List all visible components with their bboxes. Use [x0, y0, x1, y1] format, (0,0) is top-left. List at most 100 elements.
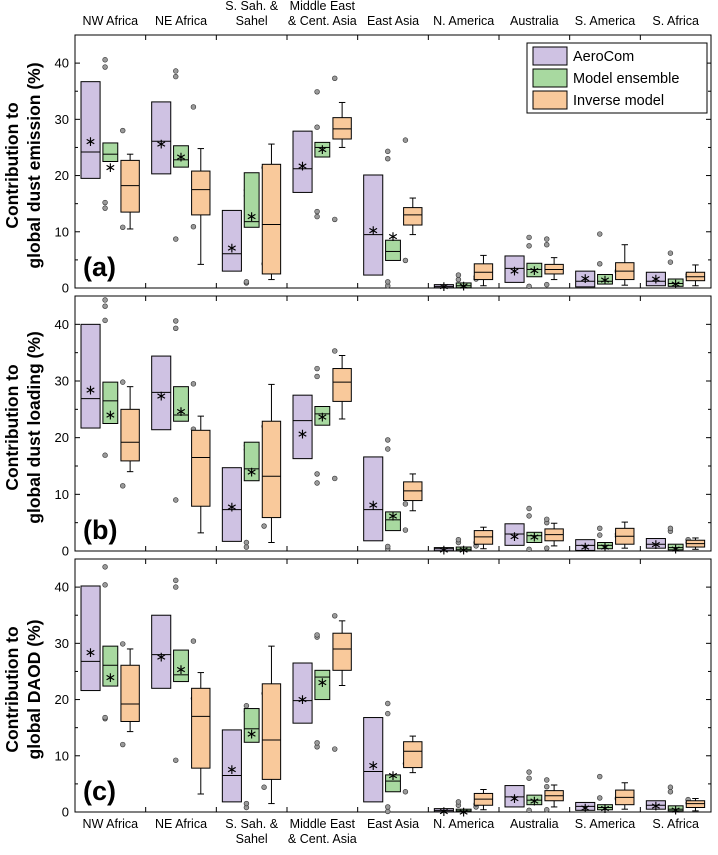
mean-marker: ∗: [226, 499, 238, 515]
box: [597, 274, 613, 285]
box-inverse-model: [685, 798, 706, 812]
box: [332, 368, 352, 402]
box-inverse-model: [191, 148, 211, 265]
box: [120, 408, 140, 462]
y-tick-label: 30: [55, 374, 69, 389]
box-aerocom: ∗: [504, 505, 532, 552]
outlier-point: [385, 543, 391, 550]
y-tick-label: 10: [55, 224, 69, 239]
box: [314, 141, 331, 158]
outlier-point: [385, 437, 391, 443]
y-axis-label: Contribution to: [2, 626, 22, 752]
panel-c: 0 10 20 30 40 Contribution to global DAOD (%) (…: [2, 558, 712, 820]
outlier-point: [314, 740, 320, 746]
box-model-ensemble: ∗: [385, 137, 409, 264]
mean-marker: ∗: [458, 278, 470, 294]
box: [151, 614, 172, 689]
outlier-point: [526, 769, 532, 775]
box-inverse-model: [615, 521, 635, 549]
box-inverse-model: [332, 101, 352, 148]
outlier-point: [314, 365, 320, 372]
mean-marker: ∗: [458, 803, 470, 819]
legend-swatch: [532, 68, 568, 88]
outlier-point: [597, 261, 603, 267]
box: [385, 239, 401, 261]
box-aerocom: ∗: [80, 57, 108, 211]
box-model-ensemble: ∗: [173, 104, 197, 230]
x-category-label: S. America: [575, 14, 635, 28]
box: [473, 530, 494, 545]
box: [80, 323, 101, 429]
outlier-point: [120, 379, 126, 385]
outlier-point: [314, 480, 320, 486]
outlier-point: [173, 584, 179, 590]
outlier-point: [102, 205, 108, 211]
box-inverse-model: [120, 153, 140, 230]
outlier-point: [243, 279, 250, 285]
box: [363, 456, 384, 542]
box-aerocom: ∗: [80, 564, 108, 722]
mean-marker: ∗: [528, 793, 540, 809]
box: [243, 441, 260, 482]
outlier-point: [102, 452, 108, 458]
box: [191, 429, 211, 507]
outlier-point: [120, 127, 126, 134]
outlier-point: [455, 799, 462, 805]
mean-marker: ∗: [579, 270, 591, 286]
box-inverse-model: [685, 264, 706, 287]
box: [80, 585, 101, 692]
box: [120, 159, 140, 213]
outlier-point: [102, 564, 108, 570]
mean-marker: ∗: [297, 426, 309, 442]
box-model-ensemble: ∗: [385, 501, 409, 533]
mean-marker: ∗: [246, 208, 258, 224]
outlier-point: [597, 525, 603, 532]
outlier-point: [190, 104, 197, 110]
outlier-point: [385, 700, 391, 707]
panel-a: 0 10 20 30 40 Contribution to global dust emis…: [2, 34, 712, 296]
outlier-point: [667, 525, 674, 532]
outlier-point: [526, 546, 532, 552]
outlier-point: [102, 199, 108, 206]
box: [363, 174, 384, 276]
box-inverse-model: [332, 355, 352, 420]
box-model-ensemble: ∗: [526, 236, 550, 288]
outlier-point: [173, 577, 179, 584]
mean-marker: ∗: [155, 135, 167, 151]
outlier-point: [385, 279, 391, 285]
mean-marker: ∗: [509, 528, 521, 544]
x-category-label: NW Africa: [83, 817, 139, 831]
box-aerocom: ∗: [504, 769, 532, 814]
y-tick-label: 0: [62, 281, 69, 296]
mean-marker: ∗: [387, 228, 399, 244]
box: [261, 163, 282, 275]
box: [403, 741, 423, 769]
y-axis-label: global dust emission (%): [24, 62, 44, 268]
mean-marker: ∗: [438, 278, 450, 294]
mean-marker: ∗: [297, 691, 309, 707]
box-aerocom: ∗: [292, 89, 320, 220]
mean-marker: ∗: [246, 726, 258, 742]
box: [363, 717, 384, 803]
outlier-point: [455, 536, 462, 543]
outlier-point: [526, 775, 532, 781]
mean-marker: ∗: [316, 674, 328, 690]
box-inverse-model: [403, 197, 423, 236]
box: [261, 420, 282, 519]
plot-frame: [74, 295, 712, 552]
outlier-point: [243, 703, 250, 709]
x-category-label: S. Sah. & Sahel: [225, 0, 278, 28]
outlier-point: [385, 446, 391, 452]
box-model-ensemble: ∗: [173, 381, 197, 432]
outlier-point: [173, 757, 179, 763]
box-aerocom: ∗: [292, 632, 320, 750]
outlier-point: [402, 257, 409, 264]
outlier-point: [332, 746, 338, 752]
outlier-point: [332, 75, 338, 81]
legend-swatch: [532, 90, 568, 110]
x-category-label: Middle East & Cent. Asia: [288, 817, 357, 846]
mean-marker: ∗: [316, 409, 328, 425]
outlier-point: [173, 325, 179, 331]
box: [332, 117, 352, 140]
